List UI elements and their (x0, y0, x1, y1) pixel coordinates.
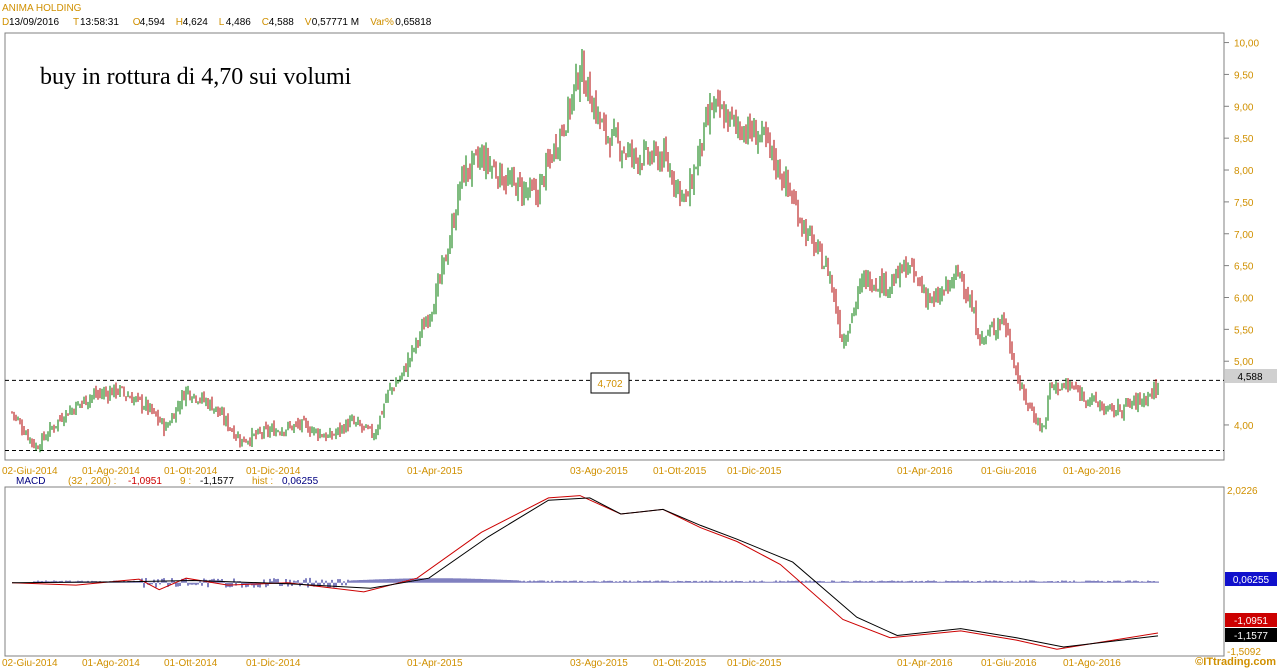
header-value-6: 0,57771 M (312, 17, 359, 28)
header-key-6: V (305, 17, 312, 28)
price-tick-label: 9,00 (1234, 102, 1254, 113)
header-value-7: 0,65818 (395, 17, 432, 28)
price-tick-label: 7,50 (1234, 198, 1254, 209)
date-tick-label: 01-Ago-2016 (1063, 658, 1121, 668)
macd-value-badge-label: -1,0951 (1234, 616, 1268, 627)
header-key-3: H (176, 17, 183, 28)
hist-value: 0,06255 (282, 476, 319, 487)
header-value-0: 13/09/2016 (9, 17, 59, 28)
signal-value-badge (1225, 628, 1277, 642)
macd-histogram (33, 577, 1159, 588)
instrument-title: ANIMA HOLDING (2, 3, 82, 14)
level-box (590, 372, 630, 394)
last-price-badge (1225, 369, 1277, 383)
watermark: ©ITtrading.com (1195, 656, 1276, 668)
header-value-2: 4,594 (140, 17, 165, 28)
date-tick-label: 01-Apr-2016 (897, 658, 953, 668)
macd-panel-frame (4, 486, 1225, 657)
price-axis: 10,00 9,50 9,00 8,50 8,00 7,50 7,00 6,50 6,00 5,5… (1224, 39, 1259, 432)
annotation-text: buy in rottura di 4,70 sui volumi (40, 64, 352, 90)
header-key-5: C (262, 17, 269, 28)
macd-axis-top: 2,0226 (1227, 486, 1258, 497)
signal-value: -1,1577 (200, 476, 234, 487)
date-tick-label: 02-Giu-2014 (2, 466, 58, 477)
date-tick-label: 01-Ago-2014 (82, 466, 140, 477)
header-value-4: 4,486 (226, 17, 251, 28)
macd-lines (11, 495, 1159, 650)
price-tick-label: 8,50 (1234, 134, 1254, 145)
price-candles (11, 48, 1159, 453)
date-tick-label: 01-Ott-2015 (653, 658, 707, 668)
ohlc-header: D 13/09/2016 T 13:58:31 O 4,594 H 4,624 L 4,486 C 4… (2, 17, 432, 28)
date-tick-label: 01-Apr-2015 (407, 658, 463, 668)
date-tick-label: 03-Ago-2015 (570, 466, 628, 477)
date-axis-top: 02-Giu-2014 01-Ago-2014 01-Ott-2014 01-Dic-… (2, 466, 1121, 477)
header-key-2: O (133, 17, 141, 28)
macd-hist-badge-label: 0,06255 (1233, 575, 1270, 586)
level-box-label: 4,702 (597, 379, 622, 390)
macd-line (11, 495, 1159, 650)
macd-value: -1,0951 (128, 476, 162, 487)
header-key-1: T (73, 17, 79, 28)
macd-value-badge (1225, 613, 1277, 627)
date-tick-label: 01-Giu-2016 (981, 658, 1037, 668)
price-tick-label: 6,00 (1234, 293, 1254, 304)
date-tick-label: 01-Ott-2014 (164, 466, 218, 477)
header-key-4: L (219, 17, 225, 28)
date-tick-label: 01-Ago-2014 (82, 658, 140, 668)
header-value-5: 4,588 (269, 17, 294, 28)
date-tick-label: 01-Dic-2015 (727, 658, 782, 668)
price-tick-label: 5,00 (1234, 357, 1254, 368)
price-tick-label: 9,50 (1234, 70, 1254, 81)
signal-label: 9 : (180, 476, 191, 487)
date-tick-label: 02-Giu-2014 (2, 658, 58, 668)
macd-hist-badge (1225, 572, 1277, 586)
macd-axis-bottom: -1,5092 (1227, 647, 1261, 658)
price-tick-label: 6,50 (1234, 262, 1254, 273)
price-tick-label: 8,00 (1234, 166, 1254, 177)
macd-params: (32 , 200) : (68, 476, 116, 487)
signal-value-badge-label: -1,1577 (1234, 631, 1268, 642)
macd-header: MACD (32 , 200) : -1,0951 9 : -1,1577 hi… (16, 476, 319, 487)
date-tick-label: 01-Giu-2016 (981, 466, 1037, 477)
price-tick-label: 4,00 (1234, 421, 1254, 432)
date-tick-label: 01-Ott-2015 (653, 466, 707, 477)
price-tick-label: 7,00 (1234, 230, 1254, 241)
signal-line (11, 497, 1159, 648)
price-tick-label: 10,00 (1234, 39, 1259, 50)
header-key-0: D (2, 17, 9, 28)
date-tick-label: 01-Apr-2015 (407, 466, 463, 477)
header-value-1: 13:58:31 (80, 17, 119, 28)
last-price-label: 4,588 (1237, 372, 1262, 383)
macd-label: MACD (16, 476, 45, 487)
date-tick-label: 01-Ago-2016 (1063, 466, 1121, 477)
price-tick-label: 5,50 (1234, 325, 1254, 336)
hist-label: hist : (252, 476, 273, 487)
header-value-3: 4,624 (183, 17, 208, 28)
date-tick-label: 01-Dic-2014 (246, 658, 301, 668)
date-tick-label: 03-Ago-2015 (570, 658, 628, 668)
date-tick-label: 01-Apr-2016 (897, 466, 953, 477)
price-panel-frame (4, 32, 1225, 461)
date-tick-label: 01-Ott-2014 (164, 658, 218, 668)
date-tick-label: 01-Dic-2015 (727, 466, 782, 477)
date-axis-bottom: 02-Giu-2014 01-Ago-2014 01-Ott-2014 01-Dic-… (2, 658, 1121, 668)
date-tick-label: 01-Dic-2014 (246, 466, 301, 477)
header-key-7: Var% (370, 17, 394, 28)
